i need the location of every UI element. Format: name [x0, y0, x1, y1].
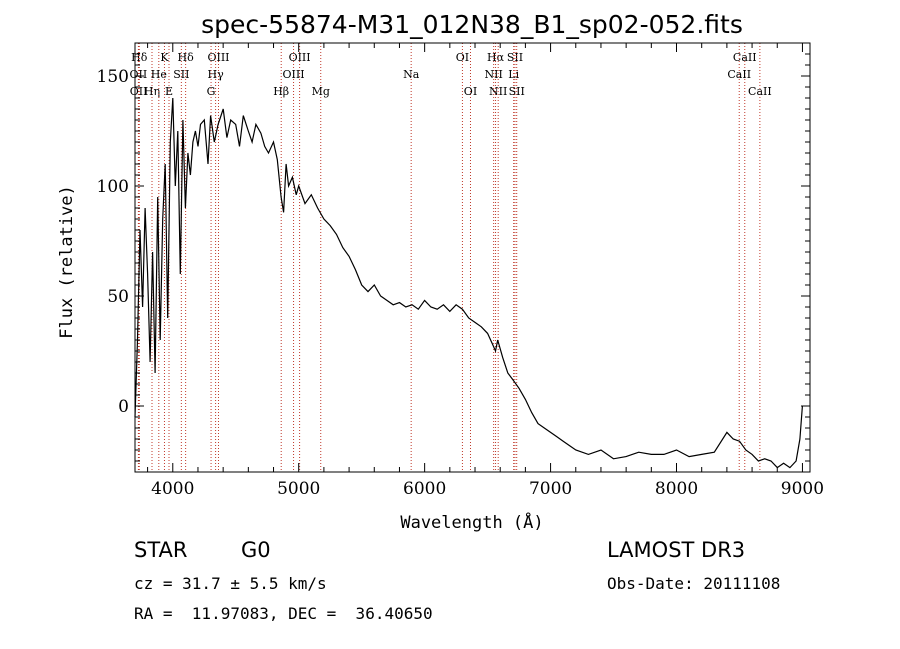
object-subclass: G0 — [241, 538, 271, 562]
flux-line — [134, 97, 803, 469]
x-tick-label: 9000 — [781, 479, 824, 499]
y-tick-label: 0 — [118, 397, 129, 417]
emission-line-label: OI — [456, 51, 469, 64]
emission-line-label: OIII — [289, 51, 311, 64]
y-axis-ticks: 0 50 100 150 — [97, 53, 810, 462]
x-tick-label: 5000 — [277, 479, 320, 499]
coordinates: RA = 11.97083, DEC = 36.40650 — [134, 604, 433, 623]
emission-line-label: Hδ — [178, 51, 195, 64]
plot-frame — [134, 42, 811, 473]
redshift-info: cz = 31.7 ± 5.5 km/s — [134, 574, 327, 593]
x-tick-label: 8000 — [655, 479, 698, 499]
chart-title: spec-55874-M31_012N38_B1_sp02-052.fits — [201, 10, 743, 39]
flux-series — [134, 97, 803, 469]
y-tick-label: 100 — [97, 177, 129, 197]
emission-line-label: Hβ — [273, 85, 289, 98]
emission-line-label: SII — [509, 85, 525, 98]
emission-line-label: G — [207, 85, 216, 98]
emission-line-label: Na — [403, 68, 420, 81]
x-tick-label: 7000 — [529, 479, 572, 499]
emission-line-label: Hδ — [131, 51, 148, 64]
emission-line-label: Hγ — [208, 68, 225, 81]
x-tick-label: 6000 — [403, 479, 446, 499]
emission-line-label: SII — [173, 68, 189, 81]
emission-line-label: Hη — [144, 85, 160, 98]
emission-line-label: CaII — [733, 51, 757, 64]
y-axis-label: Flux (relative) — [57, 185, 77, 339]
emission-line-label: Mg — [312, 85, 330, 98]
y-tick-label: 150 — [97, 67, 129, 87]
emission-line-label: CaII — [748, 85, 772, 98]
x-tick-label: 4000 — [151, 479, 194, 499]
y-tick-label: 50 — [107, 287, 129, 307]
observation-date: Obs-Date: 20111108 — [607, 574, 781, 593]
emission-line-label: OIII — [207, 51, 229, 64]
object-class: STAR — [134, 538, 188, 562]
emission-line-label: SII — [507, 51, 523, 64]
emission-line-label: E — [165, 85, 173, 98]
emission-line-label: OII — [130, 68, 148, 81]
x-axis-ticks: 4000 5000 6000 7000 8000 9000 — [147, 43, 824, 499]
emission-line-label: CaII — [727, 68, 751, 81]
survey-name: LAMOST DR3 — [607, 538, 746, 562]
emission-line-label: He — [151, 68, 167, 81]
emission-line-label: K — [160, 51, 169, 64]
emission-line-label: OII — [130, 85, 148, 98]
emission-line-label: OIII — [283, 68, 305, 81]
emission-line-label: NII — [489, 85, 507, 98]
x-axis-label: Wavelength (Å) — [400, 511, 543, 533]
emission-line-label: NII — [484, 68, 502, 81]
emission-line-label: Hα — [487, 51, 505, 64]
emission-line-label: OI — [464, 85, 477, 98]
emission-line-label: Li — [508, 68, 519, 81]
